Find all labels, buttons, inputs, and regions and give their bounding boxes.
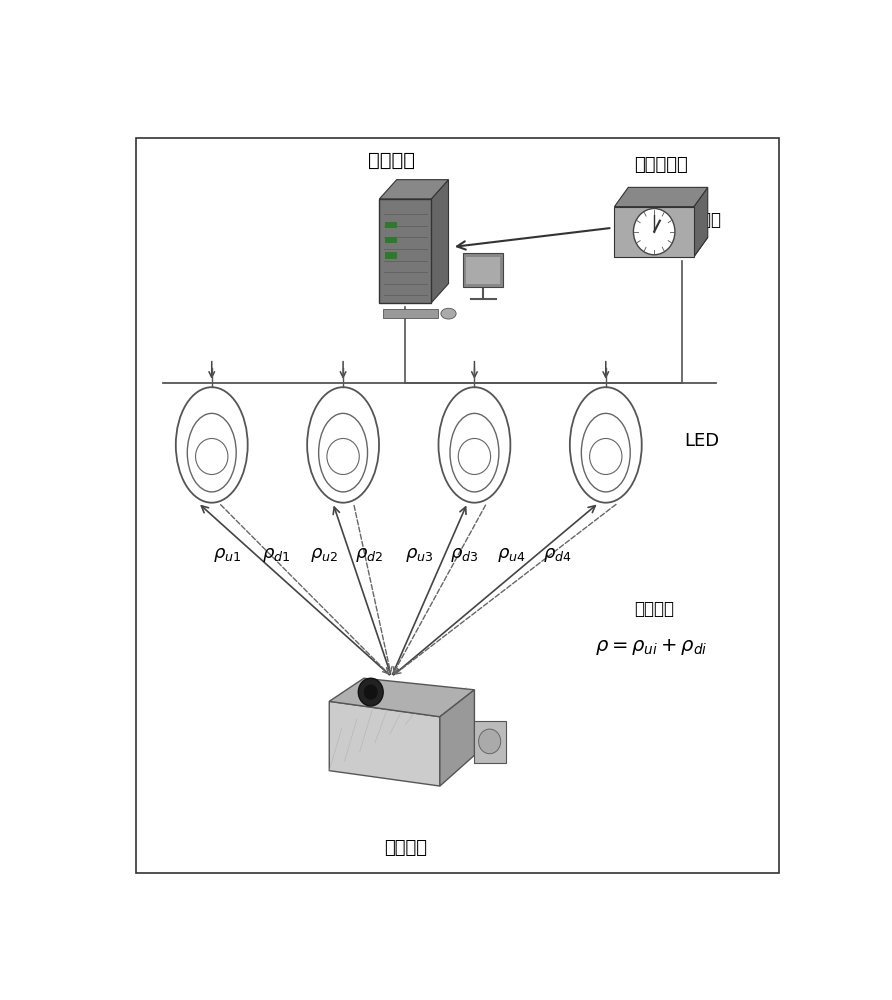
Text: 所得距离: 所得距离 bbox=[634, 600, 674, 618]
Bar bbox=[615, 207, 694, 257]
Bar bbox=[467, 257, 500, 284]
Text: $\rho_{u2}$: $\rho_{u2}$ bbox=[310, 546, 338, 564]
Bar bbox=[385, 237, 397, 243]
Ellipse shape bbox=[570, 387, 641, 503]
Text: $\rho_{d4}$: $\rho_{d4}$ bbox=[543, 546, 572, 564]
Ellipse shape bbox=[439, 387, 510, 503]
Bar bbox=[475, 721, 506, 763]
Polygon shape bbox=[615, 187, 707, 207]
Polygon shape bbox=[615, 237, 707, 257]
Text: $\rho_{d3}$: $\rho_{d3}$ bbox=[450, 546, 478, 564]
Circle shape bbox=[364, 684, 377, 700]
Text: $\rho_{d1}$: $\rho_{d1}$ bbox=[262, 546, 290, 564]
Polygon shape bbox=[440, 690, 475, 786]
Bar bbox=[379, 199, 431, 303]
Text: $\rho_{u4}$: $\rho_{u4}$ bbox=[497, 546, 525, 564]
Polygon shape bbox=[379, 180, 449, 199]
Text: $\rho_{d2}$: $\rho_{d2}$ bbox=[355, 546, 383, 564]
Bar bbox=[463, 253, 503, 287]
Text: $\rho_{u1}$: $\rho_{u1}$ bbox=[213, 546, 242, 564]
Bar bbox=[385, 222, 397, 228]
Bar bbox=[383, 309, 438, 318]
Text: LED: LED bbox=[684, 432, 719, 450]
Bar bbox=[385, 252, 397, 259]
Polygon shape bbox=[431, 180, 449, 303]
Text: 控制中心: 控制中心 bbox=[368, 151, 415, 170]
Circle shape bbox=[359, 678, 384, 706]
Text: $\rho = \rho_{ui} + \rho_{di}$: $\rho = \rho_{ui} + \rho_{di}$ bbox=[595, 637, 706, 657]
Ellipse shape bbox=[176, 387, 248, 503]
Text: $\rho_{u3}$: $\rho_{u3}$ bbox=[405, 546, 434, 564]
Circle shape bbox=[479, 729, 500, 754]
Ellipse shape bbox=[441, 308, 456, 319]
Polygon shape bbox=[329, 701, 440, 786]
Polygon shape bbox=[694, 187, 707, 257]
Ellipse shape bbox=[307, 387, 379, 503]
Text: 定位终端: 定位终端 bbox=[384, 839, 426, 857]
Circle shape bbox=[633, 209, 675, 255]
Polygon shape bbox=[329, 678, 475, 717]
Text: 电力线载波: 电力线载波 bbox=[672, 211, 722, 229]
Text: 授时原子钟: 授时原子钟 bbox=[634, 156, 688, 174]
